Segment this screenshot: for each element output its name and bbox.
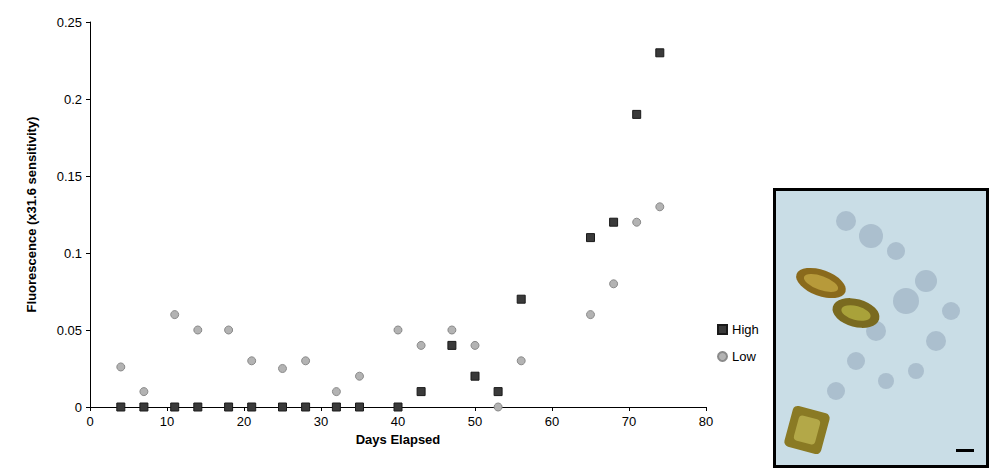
svg-text:10: 10	[160, 414, 174, 429]
svg-text:0: 0	[75, 400, 82, 415]
svg-text:20: 20	[237, 414, 251, 429]
svg-text:0.2: 0.2	[64, 92, 82, 107]
svg-text:70: 70	[622, 414, 636, 429]
svg-text:Low: Low	[732, 349, 756, 364]
svg-text:40: 40	[391, 414, 405, 429]
svg-text:0.05: 0.05	[57, 323, 82, 338]
svg-text:60: 60	[545, 414, 559, 429]
svg-text:0: 0	[86, 414, 93, 429]
svg-text:0.1: 0.1	[64, 246, 82, 261]
svg-text:Fluorescence (x31.6 sensitivit: Fluorescence (x31.6 sensitivity)	[24, 117, 39, 313]
svg-text:50: 50	[468, 414, 482, 429]
svg-text:0.25: 0.25	[57, 15, 82, 30]
svg-text:30: 30	[314, 414, 328, 429]
svg-text:High: High	[732, 322, 759, 337]
svg-text:0.15: 0.15	[57, 169, 82, 184]
svg-text:80: 80	[699, 414, 713, 429]
svg-text:Days Elapsed: Days Elapsed	[356, 432, 441, 447]
